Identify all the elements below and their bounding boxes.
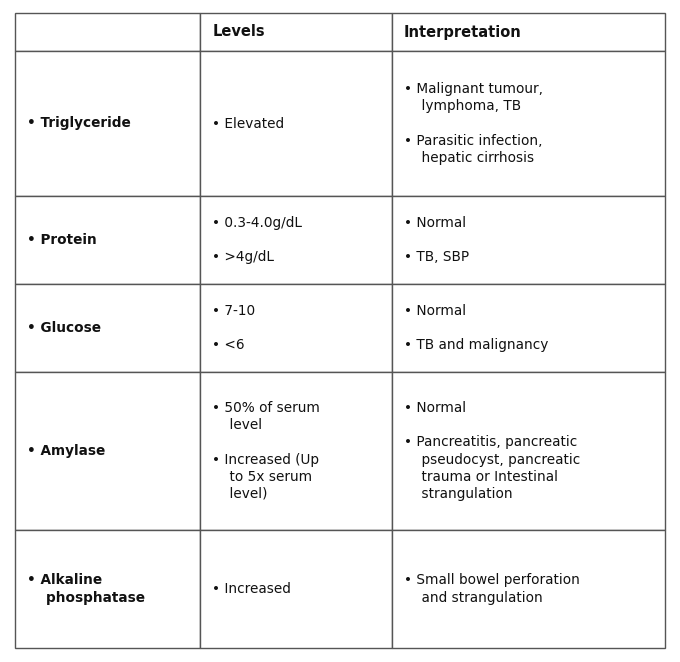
Text: • Normal: • Normal [404, 216, 466, 230]
Text: hepatic cirrhosis: hepatic cirrhosis [404, 150, 534, 165]
Text: • TB and malignancy: • TB and malignancy [404, 338, 548, 352]
Bar [15, 530, 200, 648]
Bar [15, 13, 200, 51]
Text: pseudocyst, pancreatic: pseudocyst, pancreatic [404, 453, 580, 467]
Text: • Malignant tumour,: • Malignant tumour, [404, 83, 543, 97]
Text: trauma or Intestinal: trauma or Intestinal [404, 469, 558, 483]
Text: • 7-10: • 7-10 [212, 304, 256, 318]
Text: • Elevated: • Elevated [212, 117, 284, 130]
Text: strangulation: strangulation [404, 487, 513, 500]
Bar [392, 284, 665, 372]
Bar [15, 284, 200, 372]
Text: level: level [212, 418, 262, 432]
Text: • 0.3-4.0g/dL: • 0.3-4.0g/dL [212, 216, 302, 230]
Text: and strangulation: and strangulation [404, 591, 543, 604]
Text: Levels: Levels [212, 24, 265, 40]
Bar [15, 372, 200, 530]
Text: • Parasitic infection,: • Parasitic infection, [404, 134, 543, 148]
Text: • Amylase: • Amylase [27, 444, 105, 458]
Bar [392, 372, 665, 530]
Text: • Increased (Up: • Increased (Up [212, 453, 319, 467]
Bar [392, 13, 665, 51]
Text: • Protein: • Protein [27, 233, 97, 247]
Bar [15, 196, 200, 284]
Text: • Increased: • Increased [212, 582, 291, 596]
Text: • Pancreatitis, pancreatic: • Pancreatitis, pancreatic [404, 436, 577, 449]
Bar [200, 372, 392, 530]
Text: to 5x serum: to 5x serum [212, 469, 312, 483]
Text: • Alkaline: • Alkaline [27, 573, 102, 587]
Text: • Small bowel perforation: • Small bowel perforation [404, 573, 580, 587]
Text: • TB, SBP: • TB, SBP [404, 250, 469, 264]
Bar [392, 196, 665, 284]
Text: phosphatase: phosphatase [27, 591, 145, 604]
Text: • Normal: • Normal [404, 304, 466, 318]
Text: Interpretation: Interpretation [404, 24, 522, 40]
Text: • <6: • <6 [212, 338, 245, 352]
Text: • Normal: • Normal [404, 401, 466, 416]
Bar [15, 51, 200, 196]
Text: lymphoma, TB: lymphoma, TB [404, 99, 521, 113]
Text: • >4g/dL: • >4g/dL [212, 250, 274, 264]
Bar [200, 530, 392, 648]
Bar [200, 13, 392, 51]
Bar [200, 284, 392, 372]
Text: • 50% of serum: • 50% of serum [212, 401, 320, 416]
Bar [200, 196, 392, 284]
Bar [392, 530, 665, 648]
Bar [200, 51, 392, 196]
Text: level): level) [212, 487, 268, 500]
Bar [392, 51, 665, 196]
Text: • Glucose: • Glucose [27, 321, 101, 335]
Text: • Triglyceride: • Triglyceride [27, 117, 131, 130]
